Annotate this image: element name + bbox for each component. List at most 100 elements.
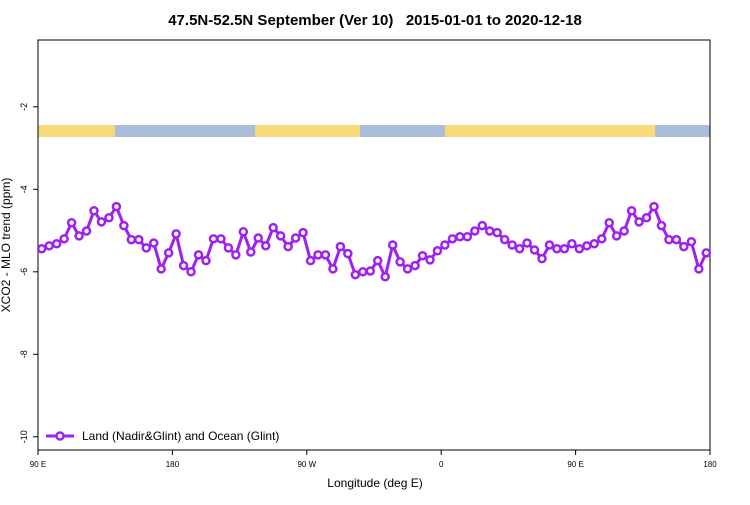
data-point bbox=[365, 266, 376, 276]
data-point bbox=[74, 231, 84, 241]
data-point bbox=[141, 243, 152, 253]
legend-entry: Land (Nadir&Glint) and Ocean (Glint) bbox=[46, 429, 279, 443]
data-point bbox=[649, 201, 659, 212]
y-tick-label: -10 bbox=[19, 430, 29, 443]
data-point bbox=[402, 264, 413, 274]
data-point bbox=[81, 226, 92, 236]
y-tick-label: -8 bbox=[19, 350, 29, 358]
data-point bbox=[380, 272, 390, 282]
data-point bbox=[126, 234, 137, 245]
data-point bbox=[328, 264, 338, 274]
data-point bbox=[425, 255, 435, 265]
data-point bbox=[96, 217, 107, 227]
data-point bbox=[574, 243, 585, 254]
data-point bbox=[582, 241, 592, 251]
data-point bbox=[171, 229, 181, 239]
data-point bbox=[59, 234, 69, 244]
data-point bbox=[350, 269, 361, 280]
data-point bbox=[701, 248, 712, 258]
data-point bbox=[686, 236, 697, 247]
data-point bbox=[275, 231, 286, 241]
data-point bbox=[596, 234, 607, 244]
data-point bbox=[529, 245, 540, 255]
x-tick-label: 90 E bbox=[30, 460, 46, 469]
data-point bbox=[253, 233, 264, 243]
data-point bbox=[619, 226, 629, 236]
data-point bbox=[679, 241, 689, 252]
y-tick-label: -2 bbox=[19, 103, 29, 111]
data-point bbox=[470, 226, 480, 236]
data-point bbox=[44, 241, 54, 251]
data-point bbox=[447, 234, 458, 244]
data-point bbox=[432, 246, 443, 256]
data-point bbox=[335, 241, 346, 252]
data-point bbox=[694, 264, 704, 274]
x-tick-label: 90 E bbox=[567, 460, 583, 469]
x-axis-label: Longitude (deg E) bbox=[327, 476, 422, 490]
data-point bbox=[484, 226, 495, 236]
data-point bbox=[51, 239, 62, 249]
data-point bbox=[358, 267, 368, 277]
data-point bbox=[163, 248, 174, 258]
y-tick-label: -4 bbox=[19, 185, 29, 193]
data-point bbox=[216, 234, 226, 244]
data-point bbox=[611, 231, 622, 241]
data-point bbox=[66, 217, 77, 228]
data-point bbox=[111, 201, 122, 212]
data-point bbox=[290, 233, 301, 243]
data-point bbox=[148, 238, 159, 248]
chart-title: 47.5N-52.5N September (Ver 10) 2015-01-0… bbox=[168, 12, 582, 29]
data-point bbox=[462, 232, 473, 242]
data-point bbox=[313, 250, 323, 260]
data-point bbox=[589, 239, 600, 249]
data-point bbox=[208, 234, 219, 244]
data-point bbox=[544, 240, 555, 250]
data-point bbox=[537, 253, 547, 264]
data-point bbox=[283, 241, 293, 252]
data-point bbox=[567, 239, 577, 249]
data-point bbox=[514, 243, 525, 254]
data-point bbox=[410, 260, 420, 271]
data-point bbox=[104, 213, 114, 223]
data-point bbox=[507, 240, 517, 250]
data-point bbox=[656, 220, 667, 231]
data-point bbox=[492, 227, 502, 238]
data-point bbox=[134, 234, 144, 245]
data-point bbox=[664, 234, 674, 245]
land-ocean-strip bbox=[38, 125, 710, 137]
data-point bbox=[455, 232, 465, 242]
legend-marker bbox=[55, 431, 65, 441]
data-point bbox=[440, 240, 450, 250]
data-point bbox=[156, 264, 166, 274]
data-point bbox=[395, 257, 405, 267]
data-point bbox=[559, 243, 570, 254]
data-point bbox=[552, 243, 562, 254]
y-axis-label: XCO2 - MLO trend (ppm) bbox=[0, 178, 13, 313]
data-point bbox=[223, 243, 234, 253]
plot-frame bbox=[37, 39, 711, 451]
x-tick-label: 180 bbox=[703, 460, 717, 469]
legend-label: Land (Nadir&Glint) and Ocean (Glint) bbox=[82, 429, 279, 443]
data-point bbox=[201, 255, 211, 266]
data-point bbox=[260, 241, 271, 251]
data-point bbox=[305, 255, 316, 266]
data-point bbox=[186, 267, 196, 277]
data-point bbox=[36, 243, 47, 254]
data-point bbox=[417, 250, 428, 261]
data-point bbox=[343, 248, 353, 259]
data-point bbox=[238, 227, 249, 237]
data-point bbox=[641, 213, 652, 223]
data-point bbox=[246, 247, 256, 257]
data-point bbox=[298, 227, 308, 238]
data-point bbox=[477, 220, 488, 231]
x-tick-label: 180 bbox=[166, 460, 180, 469]
data-point bbox=[499, 234, 510, 245]
data-point bbox=[522, 238, 532, 248]
data-point bbox=[671, 234, 682, 245]
data-point bbox=[231, 250, 241, 260]
data-point bbox=[178, 260, 189, 271]
x-tick-label: 90 W bbox=[297, 460, 316, 469]
x-tick-label: 0 bbox=[439, 460, 444, 469]
data-point bbox=[626, 206, 637, 216]
